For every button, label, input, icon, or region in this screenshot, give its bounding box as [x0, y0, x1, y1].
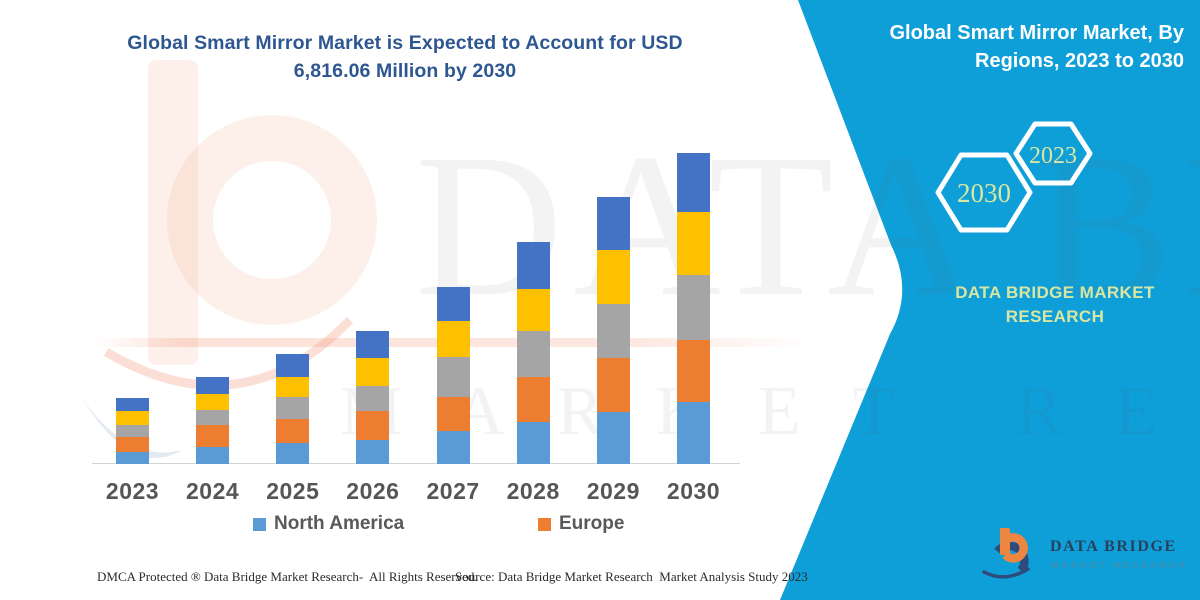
badge-hexagons: 2030 2023	[935, 121, 1093, 233]
bar-segment-europe-2023	[116, 436, 149, 452]
bar-segment-unlabeled-darkblue-2024	[196, 376, 230, 394]
hexagon-2023-label: 2023	[1029, 143, 1077, 169]
footer-dmca-text: DMCA Protected ® Data Bridge Market Rese…	[97, 569, 478, 584]
hexagon-2030-label: 2030	[957, 178, 1011, 208]
bar-segment-unlabeled-gray-2025	[276, 396, 310, 420]
bar-segment-unlabeled-darkblue-2029	[596, 197, 630, 251]
bar-segment-europe-2028	[516, 377, 550, 422]
stacked-bar-2025	[276, 354, 310, 464]
bar-segment-north-america-2025	[276, 443, 310, 464]
legend-label: North America	[274, 513, 405, 534]
bar-segment-unlabeled-yellow-2027	[436, 321, 470, 357]
brand-logo: DATA BRIDGE MARKET RESEARCH	[981, 522, 1191, 586]
bar-segment-unlabeled-gray-2024	[196, 409, 230, 425]
brand-tagline: MARKET RESEARCH	[1051, 560, 1189, 570]
brand-logo-mark	[982, 528, 1030, 579]
bar-segment-unlabeled-gray-2023	[116, 424, 149, 437]
stacked-bar-2028	[516, 242, 550, 464]
bar-segment-unlabeled-darkblue-2023	[116, 398, 149, 412]
bar-segment-europe-2027	[436, 396, 470, 431]
bar-segment-north-america-2023	[116, 451, 149, 464]
x-axis-label-2025: 2025	[266, 478, 320, 504]
bar-segment-unlabeled-gray-2029	[596, 303, 630, 359]
x-axis-label-2030: 2030	[666, 478, 721, 504]
legend-label: Europe	[559, 513, 625, 534]
legend-item-europe: Europe	[538, 513, 624, 535]
legend-item-north-america: North America	[253, 513, 404, 535]
x-axis-label-2023: 2023	[105, 478, 160, 504]
bar-segment-europe-2024	[196, 424, 230, 448]
panel-title: Global Smart Mirror Market, By Regions, …	[889, 22, 1184, 72]
stacked-bar-2026	[356, 330, 390, 464]
footer-source-text: Source: Data Bridge Market Research Mark…	[455, 569, 808, 584]
bar-segment-north-america-2024	[196, 447, 230, 464]
bar-segment-north-america-2030	[677, 401, 710, 464]
hexagon-2030	[935, 152, 1033, 233]
bar-segment-unlabeled-yellow-2023	[116, 411, 149, 425]
legend-swatch	[253, 517, 266, 531]
bar-segment-unlabeled-darkblue-2030	[677, 152, 710, 212]
bar-segment-unlabeled-gray-2027	[436, 356, 470, 397]
stacked-bar-2024	[196, 376, 230, 464]
bar-segment-north-america-2028	[516, 421, 550, 464]
panel-brand-caption: DATA BRIDGE MARKET RESEARCH	[955, 283, 1155, 326]
bar-segment-unlabeled-gray-2028	[516, 331, 550, 378]
bar-segment-europe-2029	[596, 358, 630, 413]
bar-segment-unlabeled-yellow-2026	[356, 357, 390, 387]
bar-segment-europe-2025	[276, 419, 310, 444]
bar-segment-unlabeled-yellow-2028	[516, 288, 550, 332]
bar-segment-north-america-2026	[356, 439, 390, 464]
bar-segment-north-america-2029	[596, 412, 630, 464]
x-axis-label-2026: 2026	[346, 478, 400, 504]
bar-segment-unlabeled-yellow-2029	[596, 250, 630, 304]
stacked-bar-2027	[436, 286, 470, 464]
x-axis-label-2028: 2028	[506, 478, 560, 504]
stacked-bar-2023	[116, 398, 149, 464]
x-axis-label-2029: 2029	[586, 478, 640, 504]
stacked-bar-2030	[677, 152, 710, 464]
bar-segment-europe-2030	[677, 339, 710, 402]
bar-segment-unlabeled-darkblue-2028	[516, 242, 550, 289]
x-axis-label-2024: 2024	[186, 478, 240, 504]
x-axis-label-2027: 2027	[426, 478, 480, 504]
x-axis-line	[92, 463, 740, 464]
bar-segment-europe-2026	[356, 411, 390, 440]
bar-segment-unlabeled-darkblue-2026	[356, 330, 390, 358]
bar-segment-unlabeled-gray-2026	[356, 386, 390, 412]
bar-segment-unlabeled-darkblue-2027	[436, 286, 470, 322]
brand-name: DATA BRIDGE	[1050, 538, 1177, 555]
hexagon-2023	[1013, 121, 1093, 186]
teal-panel-shape	[780, 0, 1200, 600]
chart-title: Global Smart Mirror Market is Expected t…	[127, 32, 683, 82]
bar-segment-unlabeled-darkblue-2025	[276, 354, 310, 378]
bar-segment-unlabeled-gray-2030	[677, 274, 710, 340]
legend-swatch	[538, 517, 551, 531]
bar-segment-unlabeled-yellow-2024	[196, 393, 230, 410]
bar-segment-unlabeled-yellow-2030	[677, 211, 710, 275]
stacked-bar-2029	[596, 197, 630, 464]
bar-segment-unlabeled-yellow-2025	[276, 377, 310, 397]
bar-segment-north-america-2027	[436, 430, 470, 464]
